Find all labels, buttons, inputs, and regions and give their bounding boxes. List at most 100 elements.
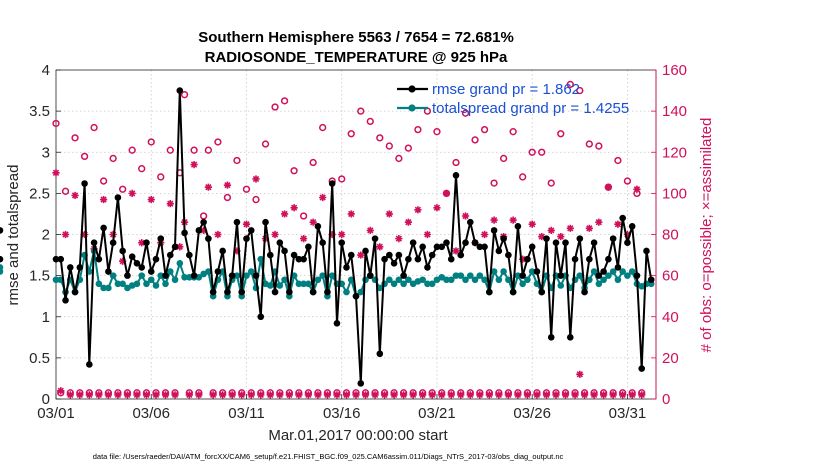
obs-assimilated-point	[533, 391, 541, 399]
rmse-point	[205, 235, 212, 242]
totalspread-point	[109, 272, 117, 279]
totalspread-point	[443, 276, 450, 284]
rmse-point	[366, 272, 374, 279]
totalspread-point	[386, 276, 393, 284]
obs-assimilated-point	[504, 391, 512, 399]
obs-possible-point	[509, 128, 517, 136]
rmse-point	[495, 247, 503, 255]
rmse-point	[214, 268, 222, 275]
obs-possible-point	[595, 142, 603, 150]
obs-assimilated-point	[66, 391, 74, 399]
rmse-point	[643, 247, 650, 255]
totalspread-point	[100, 284, 107, 292]
y-tick-label: 1.5	[29, 268, 50, 285]
obs-assimilated-point	[152, 391, 160, 399]
obs-assimilated-point	[371, 391, 379, 399]
obs-assimilated-point	[176, 243, 184, 251]
rmse-point	[262, 218, 269, 226]
obs-assimilated-point	[304, 391, 312, 399]
rmse-point	[371, 235, 379, 242]
totalspread-point	[595, 280, 603, 288]
obs-assimilated-point	[385, 210, 393, 218]
rmse-point	[286, 288, 293, 296]
rmse-point	[352, 292, 360, 300]
chart-title: Southern Hemisphere 5563 / 7654 = 72.681…	[198, 29, 514, 46]
totalspread-point	[143, 280, 150, 288]
obs-assimilated-point	[519, 255, 527, 263]
rmse-point	[314, 222, 322, 230]
obs-assimilated-point	[400, 391, 408, 399]
rmse-point	[633, 272, 641, 279]
x-ticks: 03/01 03/06 03/11 03/16 03/21 03/26 03/31	[37, 394, 646, 422]
obs-assimilated-point	[219, 391, 227, 399]
obs-assimilated-point	[585, 224, 593, 232]
obs-assimilated-point	[104, 391, 112, 399]
rmse-point	[376, 350, 384, 358]
obs-possible-point	[128, 146, 136, 154]
rmse-point	[424, 264, 431, 271]
obs-assimilated-point	[195, 391, 203, 399]
legend-rmse-label: rmse grand pr = 1.862	[432, 81, 580, 98]
obs-assimilated-point	[147, 195, 155, 204]
obs-assimilated-point	[71, 191, 79, 200]
obs-assimilated-point	[300, 235, 308, 243]
obs-assimilated-point	[447, 391, 455, 399]
rmse-point	[405, 255, 412, 263]
rmse-point	[295, 255, 303, 263]
rmse-point	[138, 264, 146, 271]
obs-assimilated-point	[561, 391, 570, 399]
rmse-point	[243, 235, 250, 242]
obs-assimilated-point	[276, 391, 284, 399]
obs-possible-point	[566, 80, 574, 89]
obs-assimilated-point	[376, 243, 384, 251]
totalspread-point	[619, 268, 626, 275]
rmse-point	[486, 288, 493, 296]
obs-assimilated-point	[576, 370, 584, 378]
obs-assimilated-point	[252, 175, 260, 183]
totalspread-point	[405, 276, 412, 284]
obs-assimilated-point	[209, 391, 217, 399]
rmse-point	[219, 247, 226, 255]
totalspread-point	[52, 276, 60, 284]
totalspread-point	[490, 268, 498, 275]
rmse-point	[609, 235, 617, 242]
totalspread-point	[305, 280, 312, 288]
obs-assimilated-point	[76, 391, 84, 399]
rmse-point	[409, 239, 417, 247]
obs-assimilated-point	[476, 391, 484, 399]
rmse-point	[462, 239, 469, 247]
rmse-point	[328, 180, 336, 187]
totalspread-point	[495, 276, 503, 284]
totalspread-point	[600, 276, 607, 284]
obs-assimilated-point	[138, 239, 146, 247]
obs-possible-point	[480, 125, 489, 134]
obs-possible-point	[90, 123, 98, 132]
rmse-point	[533, 268, 541, 275]
rmse-point	[614, 264, 622, 271]
rmse-point	[252, 272, 260, 279]
rmse-point	[414, 255, 422, 263]
obs-assimilated-point	[466, 391, 474, 399]
obs-possible-point	[109, 154, 117, 163]
rmse-point	[281, 247, 288, 255]
obs-possible-point	[557, 130, 565, 138]
y-tick-label: 3.5	[29, 103, 50, 120]
rmse-point	[605, 255, 612, 263]
obs-assimilated-point	[119, 257, 127, 265]
x-tick-label: 03/11	[228, 405, 264, 422]
totalspread-point	[452, 272, 460, 279]
rmse-point	[100, 224, 107, 232]
rmse-point	[224, 288, 231, 296]
rmse-point	[471, 239, 479, 247]
obs-possible-point	[223, 193, 232, 202]
totalspread-point	[447, 276, 455, 284]
obs-possible-point	[528, 148, 536, 156]
obs-possible-point	[576, 86, 584, 95]
y-ticks: 0 0.5 1 1.5 2 2.5 3 3.5 4	[29, 62, 61, 408]
rmse-point	[176, 87, 184, 94]
obs-assimilated-point	[295, 391, 303, 399]
rmse-point	[390, 259, 398, 267]
rmse-point	[433, 243, 441, 251]
obs-assimilated-point	[538, 232, 546, 241]
totalspread-point	[276, 282, 284, 289]
